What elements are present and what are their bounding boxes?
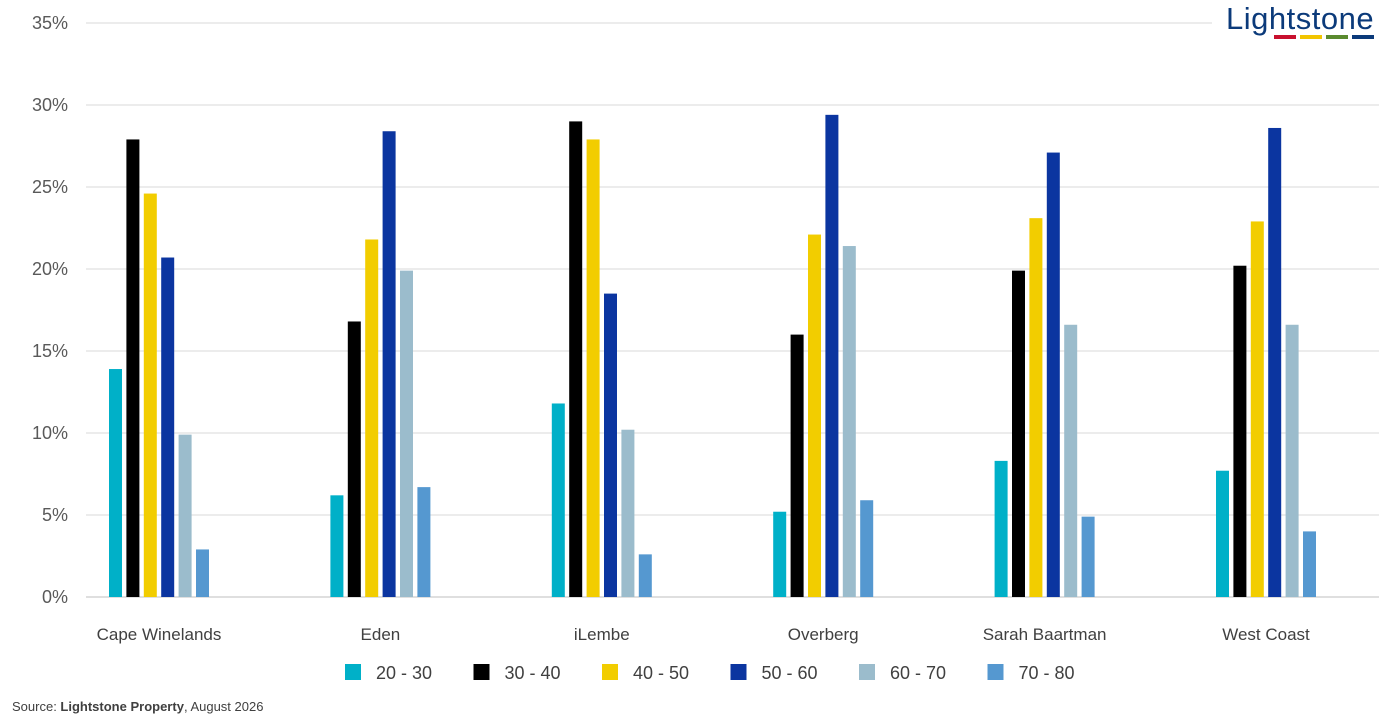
- y-tick-label: 30%: [32, 95, 68, 115]
- bar-cape-winelands-60-70: [178, 434, 192, 597]
- bar-ilembe-20-30: [551, 403, 565, 597]
- y-tick-label: 15%: [32, 341, 68, 361]
- bar-overberg-30-40: [790, 334, 804, 597]
- bar-cape-winelands-40-50: [143, 193, 157, 597]
- bar-overberg-50-60: [825, 114, 839, 597]
- legend-label: 60 - 70: [890, 663, 946, 683]
- bar-west-coast-60-70: [1285, 324, 1299, 597]
- bar-west-coast-70-80: [1303, 531, 1316, 597]
- gridlines: [86, 22, 1379, 598]
- bar-eden-70-80: [417, 487, 431, 597]
- bar-sarah-baartman-30-40: [1012, 270, 1025, 597]
- bar-ilembe-30-40: [569, 121, 583, 598]
- bar-sarah-baartman-70-80: [1081, 516, 1095, 597]
- x-category-label: Cape Winelands: [97, 625, 222, 644]
- bar-ilembe-60-70: [621, 429, 635, 597]
- legend-swatch: [602, 664, 618, 680]
- y-tick-label: 5%: [42, 505, 68, 525]
- bar-ilembe-50-60: [604, 293, 617, 597]
- y-axis-ticks: 0% 5% 10% 15% 20% 25% 30% 35%: [32, 13, 68, 607]
- legend-swatch: [859, 664, 875, 680]
- source-note: Source: Lightstone Property, August 2026: [12, 699, 263, 714]
- logo-stripe: [1274, 35, 1296, 39]
- logo-stripe: [1300, 35, 1322, 39]
- y-tick-label: 20%: [32, 259, 68, 279]
- x-category-label: Overberg: [788, 625, 859, 644]
- bar-cape-winelands-30-40: [126, 139, 140, 597]
- x-category-label: West Coast: [1222, 625, 1310, 644]
- bar-cape-winelands-50-60: [161, 257, 175, 597]
- bar-eden-50-60: [382, 131, 396, 598]
- y-tick-label: 0%: [42, 587, 68, 607]
- logo-stripe: [1352, 35, 1374, 39]
- bar-ilembe-40-50: [586, 139, 600, 597]
- legend-swatch: [473, 664, 490, 680]
- bar-eden-60-70: [400, 270, 413, 597]
- legend-swatch: [345, 664, 361, 680]
- bar-west-coast-50-60: [1268, 127, 1282, 598]
- y-tick-label: 25%: [32, 177, 68, 197]
- y-tick-label: 35%: [32, 13, 68, 33]
- logo-text: Lightstone: [1226, 1, 1375, 36]
- legend-label: 30 - 40: [505, 663, 561, 683]
- x-category-label: iLembe: [574, 625, 630, 644]
- bar-overberg-40-50: [808, 234, 821, 597]
- legend-label: 50 - 60: [762, 663, 818, 683]
- bar-overberg-70-80: [860, 500, 874, 597]
- bar-sarah-baartman-60-70: [1064, 324, 1078, 597]
- logo-stripe: [1326, 35, 1348, 39]
- source-suffix: , August 2026: [183, 699, 264, 714]
- bar-overberg-20-30: [773, 511, 787, 597]
- bar-sarah-baartman-50-60: [1046, 152, 1060, 597]
- bar-eden-40-50: [365, 239, 379, 598]
- legend-label: 20 - 30: [376, 663, 432, 683]
- bar-sarah-baartman-40-50: [1029, 218, 1043, 597]
- x-category-label: Eden: [361, 625, 401, 644]
- source-prefix: Source:: [12, 699, 61, 714]
- bar-overberg-60-70: [842, 246, 856, 598]
- bar-west-coast-30-40: [1233, 265, 1247, 597]
- legend-swatch: [730, 664, 747, 680]
- legend-label: 70 - 80: [1019, 663, 1075, 683]
- bar-cape-winelands-70-80: [196, 549, 209, 597]
- bar-eden-30-40: [347, 321, 361, 597]
- bar-west-coast-40-50: [1250, 221, 1264, 597]
- lightstone-logo: Lightstone: [1226, 2, 1376, 42]
- legend-label: 40 - 50: [633, 663, 689, 683]
- x-axis-categories: Cape Winelands Eden iLembe Overberg Sarah Ba…: [97, 625, 1310, 644]
- logo-stripes: [1274, 35, 1374, 39]
- legend: 20 - 30 30 - 40 40 - 50 50 - 60 60 - 70 70 - …: [345, 663, 1075, 683]
- bars: [109, 114, 1316, 598]
- bar-eden-20-30: [330, 495, 344, 597]
- bar-west-coast-20-30: [1216, 470, 1229, 597]
- bar-ilembe-70-80: [638, 554, 652, 597]
- bar-cape-winelands-20-30: [109, 369, 122, 597]
- bar-sarah-baartman-20-30: [994, 460, 1008, 597]
- legend-swatch: [987, 664, 1004, 680]
- x-category-label: Sarah Baartman: [983, 625, 1107, 644]
- source-name: Lightstone Property: [60, 699, 184, 714]
- y-tick-label: 10%: [32, 423, 68, 443]
